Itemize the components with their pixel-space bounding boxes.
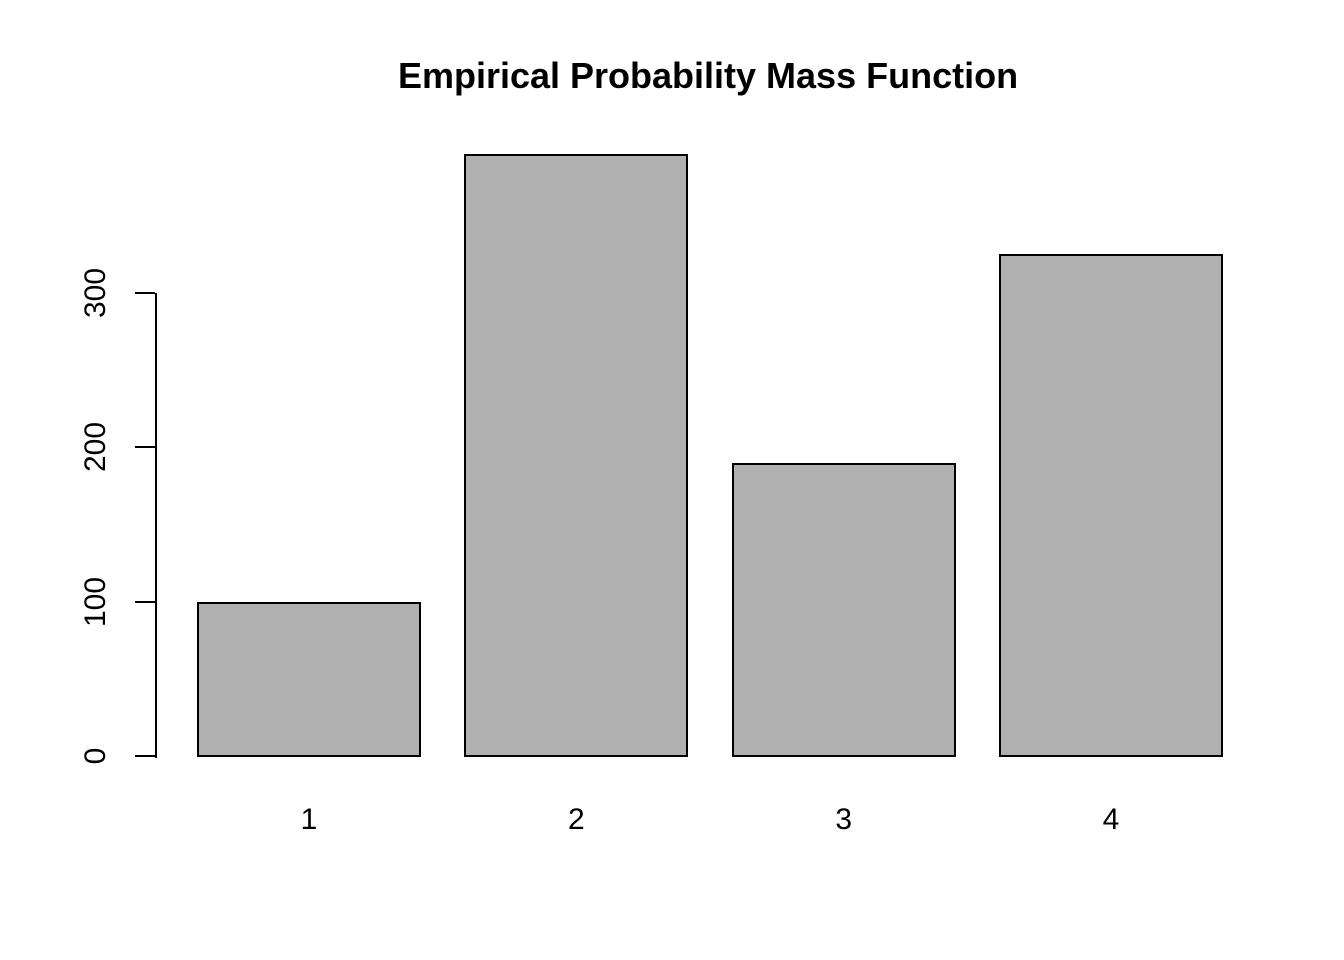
y-tick-label: 300 [79,267,112,318]
x-axis-label: 3 [835,803,852,836]
bar-1 [197,601,421,757]
x-axis-label: 1 [300,803,318,836]
y-tick-mark [135,291,155,294]
y-tick-mark [135,755,155,757]
bar-3 [731,462,956,757]
y-tick-label: 0 [79,747,112,765]
bar-4 [998,254,1223,757]
x-axis-label: 4 [1102,803,1120,836]
y-tick-label: 200 [79,422,112,473]
x-axis-label: 2 [567,803,585,836]
y-tick-label: 100 [79,576,112,627]
chart-title: Empirical Probability Mass Function [397,55,1019,96]
y-tick-mark [135,600,155,603]
bar-2 [464,153,689,757]
y-axis-line [155,292,157,758]
y-tick-mark [135,446,155,449]
